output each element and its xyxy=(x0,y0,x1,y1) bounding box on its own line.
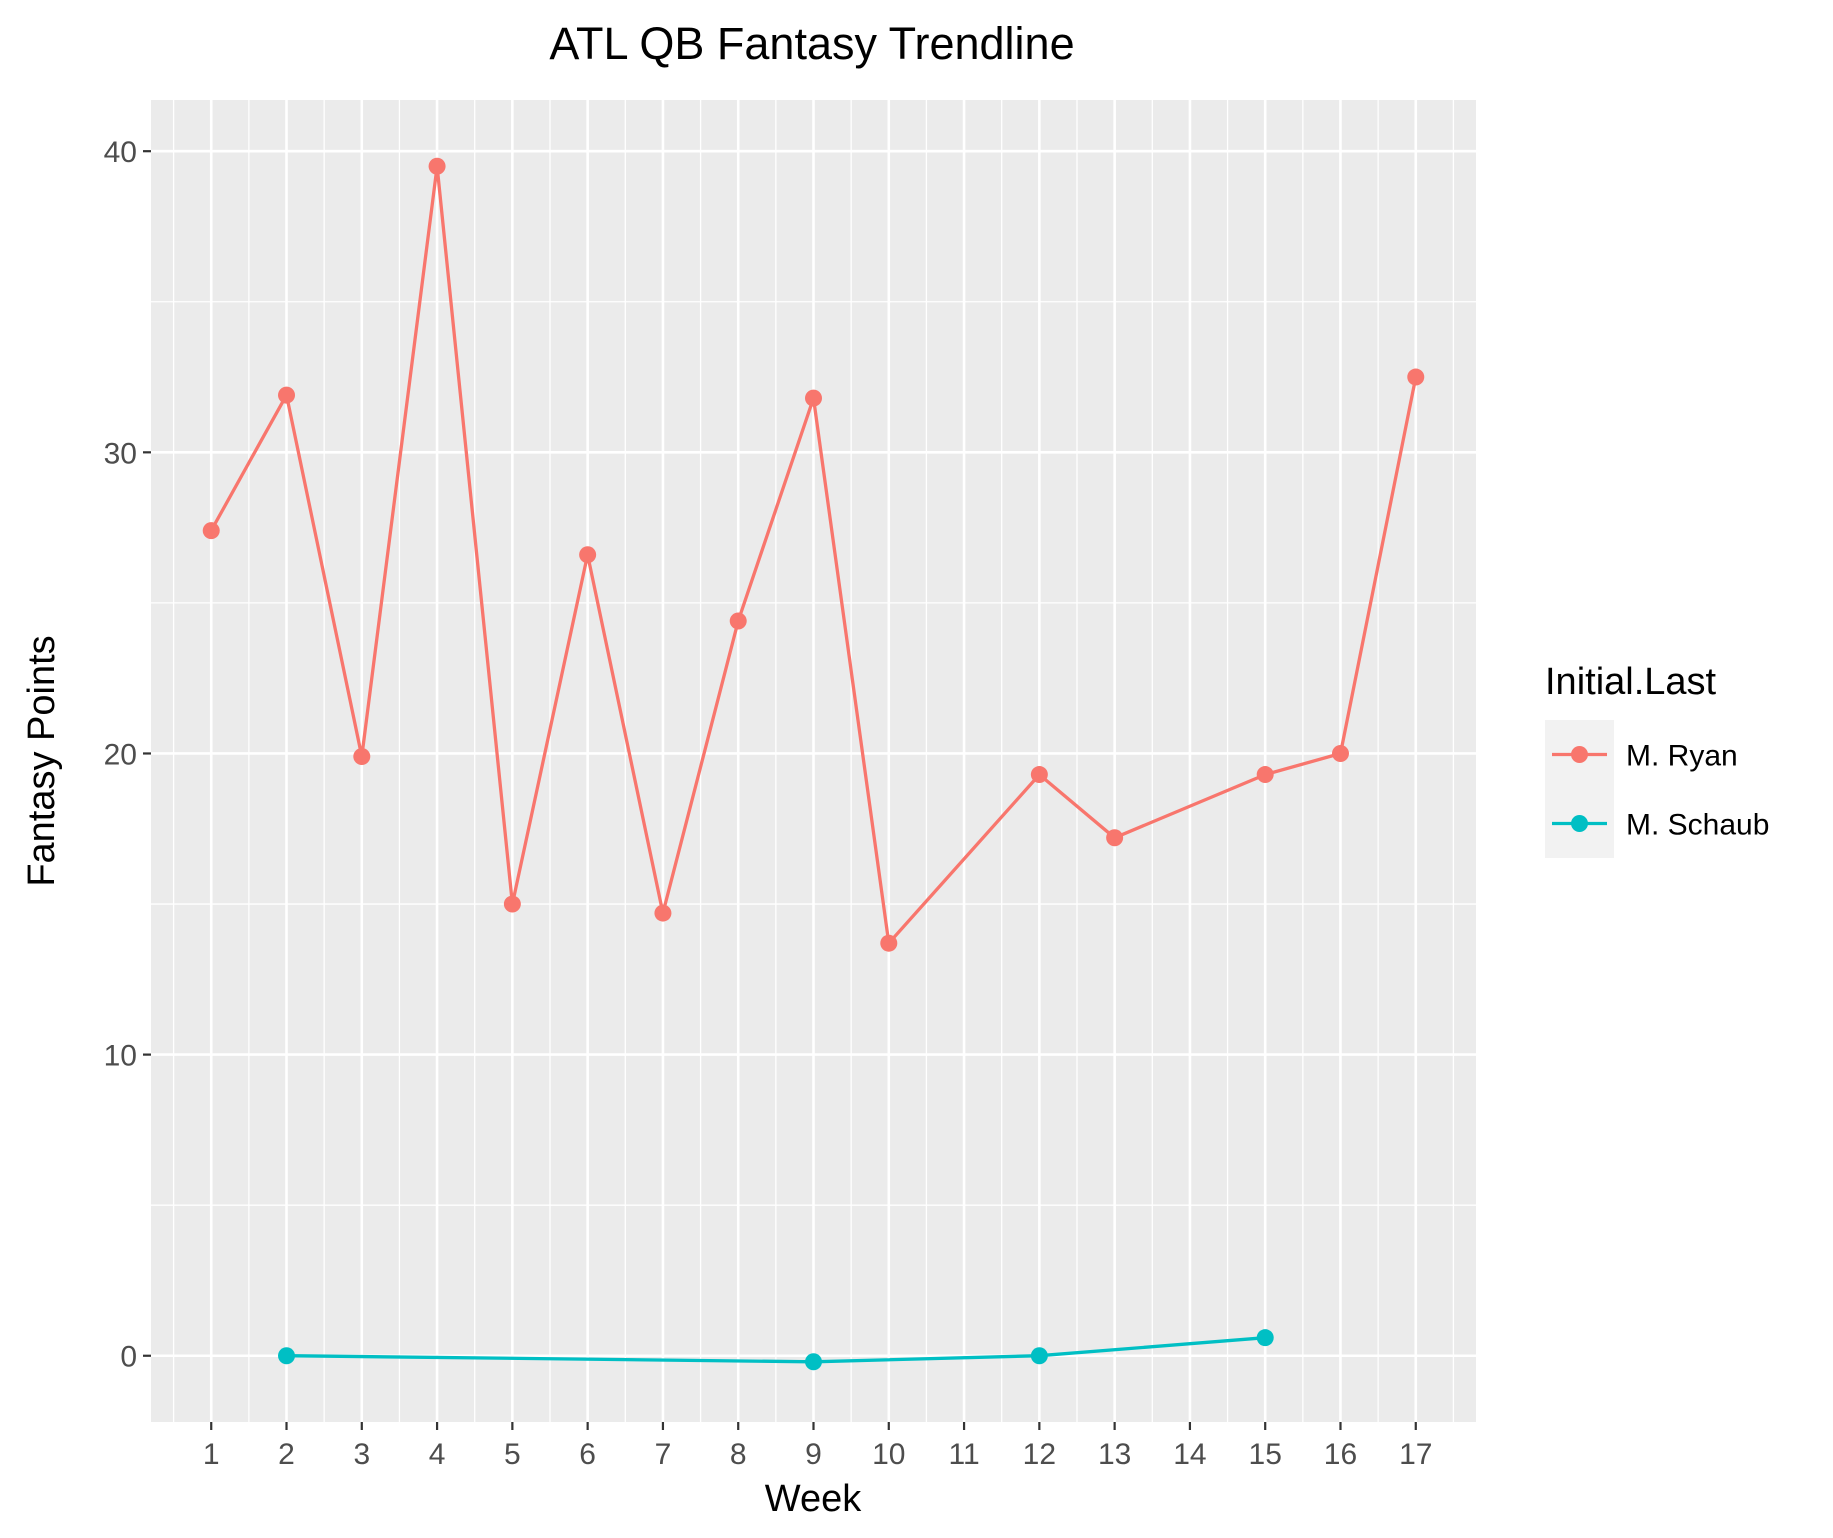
data-point-m-ryan xyxy=(353,747,371,765)
x-tick-label: 10 xyxy=(872,1438,905,1471)
x-tick-label: 16 xyxy=(1324,1438,1357,1471)
data-point-m-ryan xyxy=(805,389,822,407)
x-tick-label: 6 xyxy=(579,1438,596,1471)
legend-key-point-m-schaub xyxy=(1571,815,1588,832)
data-point-m-ryan xyxy=(579,546,597,564)
legend-key-point-m-ryan xyxy=(1571,746,1588,763)
x-tick-label: 13 xyxy=(1098,1438,1131,1471)
y-axis: 0 10 20 30 40 xyxy=(104,136,151,1374)
x-tick-label: 11 xyxy=(948,1438,979,1471)
chart-title: ATL QB Fantasy Trendline xyxy=(549,18,1074,69)
data-point-m-ryan xyxy=(654,904,672,922)
data-point-m-ryan xyxy=(428,157,446,175)
x-axis: 1 2 3 4 5 6 7 8 9 10 11 12 13 14 15 16 17 xyxy=(203,1422,1432,1471)
y-tick-label: 0 xyxy=(120,1341,137,1374)
data-point-m-ryan xyxy=(1331,744,1349,762)
data-point-m-ryan xyxy=(1106,829,1124,847)
x-tick-label: 7 xyxy=(655,1438,672,1471)
series-layer xyxy=(202,157,1425,1371)
data-point-m-ryan xyxy=(202,522,220,540)
data-point-m-ryan xyxy=(1407,368,1425,386)
y-axis-title: Fantasy Points xyxy=(21,635,63,886)
legend-keys: M. Ryan M. Schaub xyxy=(1545,720,1769,858)
data-point-m-ryan xyxy=(503,895,521,913)
data-point-m-ryan xyxy=(729,612,747,630)
data-point-m-schaub xyxy=(1256,1329,1274,1347)
x-tick-label: 14 xyxy=(1173,1438,1206,1471)
series-line-m-schaub xyxy=(286,1336,1266,1364)
data-point-m-schaub xyxy=(1030,1347,1048,1365)
x-tick-label: 2 xyxy=(278,1438,295,1471)
x-tick-label: 1 xyxy=(203,1438,220,1471)
x-axis-title: Week xyxy=(765,1478,862,1520)
x-tick-label: 17 xyxy=(1399,1438,1432,1471)
x-tick-label: 5 xyxy=(504,1438,521,1471)
data-point-m-ryan xyxy=(1256,766,1274,784)
x-tick-label: 3 xyxy=(353,1438,370,1471)
data-point-m-ryan xyxy=(880,934,898,952)
y-tick-label: 40 xyxy=(104,136,137,169)
y-tick-label: 30 xyxy=(104,437,137,470)
x-tick-label: 12 xyxy=(1023,1438,1056,1471)
x-tick-label: 15 xyxy=(1249,1438,1282,1471)
minor-grid xyxy=(151,100,1476,1422)
data-point-m-schaub xyxy=(278,1347,296,1365)
legend-label-m-ryan: M. Ryan xyxy=(1626,740,1738,773)
data-point-m-ryan xyxy=(1030,766,1048,784)
y-tick-label: 20 xyxy=(104,738,137,771)
x-tick-label: 9 xyxy=(805,1438,822,1471)
x-tick-label: 8 xyxy=(730,1438,747,1471)
legend-title: Initial.Last xyxy=(1545,661,1717,703)
y-tick-label: 10 xyxy=(104,1040,137,1073)
data-point-m-schaub xyxy=(805,1353,822,1371)
legend-label-m-schaub: M. Schaub xyxy=(1626,809,1769,842)
data-point-m-ryan xyxy=(278,386,296,404)
major-grid xyxy=(151,100,1476,1422)
x-tick-label: 4 xyxy=(429,1438,446,1471)
legend: Initial.Last M. Ryan M. Schaub xyxy=(1545,661,1769,858)
